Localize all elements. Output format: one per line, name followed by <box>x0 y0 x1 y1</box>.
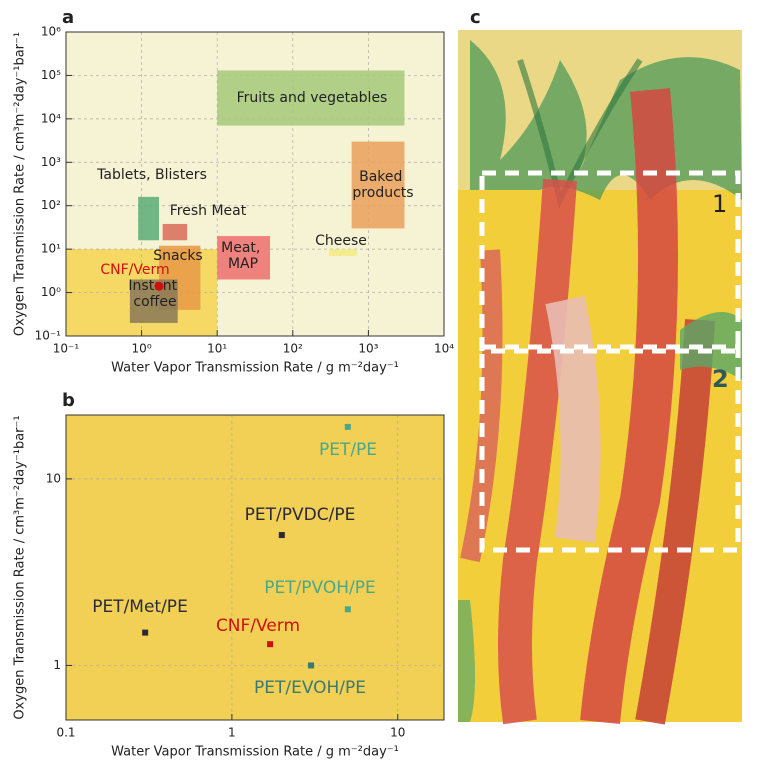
point <box>344 606 351 613</box>
x-tick-label: 1 <box>228 726 236 740</box>
point <box>278 532 285 539</box>
plot-content <box>66 415 444 720</box>
y-tick-label: 10⁻¹ <box>35 329 62 343</box>
panel-letter: c <box>470 7 481 28</box>
panel-letter: a <box>62 7 74 28</box>
y-axis-label: Oxygen Transmission Rate / cm³m⁻²day⁻¹ba… <box>13 415 28 719</box>
point-label: CNF/Verm <box>100 262 169 278</box>
region-label: Snacks <box>153 248 202 264</box>
region <box>129 279 178 323</box>
x-tick-label: 0.1 <box>56 726 75 740</box>
label-line: Baked <box>359 169 407 185</box>
point-label: CNF/Verm <box>216 616 300 636</box>
point <box>344 423 351 430</box>
y-tick-label: 10 <box>46 471 61 485</box>
y-tick-label: 1 <box>53 658 61 672</box>
x-tick-label: 10 <box>390 726 405 740</box>
region-label: Cheese <box>315 233 367 249</box>
point-label: PET/PE <box>319 440 377 460</box>
plot-frame <box>65 414 445 721</box>
x-tick-label: 10⁴ <box>434 342 454 356</box>
label-line: products <box>352 185 413 201</box>
region <box>351 141 405 229</box>
x-axis-label: Water Vapor Transmission Rate / g m⁻²day… <box>111 361 399 376</box>
point <box>267 641 274 648</box>
plot-content <box>66 32 444 336</box>
label-line: MAP <box>228 256 258 272</box>
x-tick-label: 10⁻¹ <box>53 342 80 356</box>
region-label: Instant coffee <box>128 278 181 310</box>
region <box>217 70 405 126</box>
region-label: Fresh Meat <box>170 203 247 219</box>
region <box>328 249 357 256</box>
region <box>217 236 271 280</box>
label-line: Meat, <box>221 240 265 256</box>
panel-letter: b <box>62 390 75 411</box>
label-line: coffee <box>133 294 176 310</box>
region-label: Baked products <box>352 169 413 201</box>
region-label: Tablets, Blisters <box>96 167 207 183</box>
x-tick-label: 10⁰ <box>132 342 152 356</box>
x-axis-label: Water Vapor Transmission Rate / g m⁻²day… <box>111 745 399 760</box>
y-tick-label: 10³ <box>41 155 61 169</box>
point-label: PET/Met/PE <box>92 597 188 617</box>
y-tick-label: 10⁵ <box>41 68 61 82</box>
y-tick-label: 10⁰ <box>41 285 61 299</box>
region <box>138 196 160 241</box>
x-tick-label: 10¹ <box>207 342 227 356</box>
x-tick-label: 10² <box>283 342 303 356</box>
y-tick-label: 10² <box>41 198 61 212</box>
point <box>154 281 164 291</box>
y-tick-label: 10⁴ <box>41 111 61 125</box>
y-axis-label: Oxygen Transmission Rate / cm³m⁻²day⁻¹ba… <box>13 32 28 336</box>
x-tick-label: 10³ <box>358 342 378 356</box>
plot-frame <box>65 31 445 337</box>
point <box>308 662 315 669</box>
painting <box>458 30 742 725</box>
y-tick-label: 10⁶ <box>41 25 61 39</box>
region-label: Fruits and vegetables <box>237 90 388 106</box>
point <box>142 629 149 636</box>
box-label: 2 <box>712 365 729 393</box>
box-label: 1 <box>712 190 727 218</box>
region <box>162 223 188 241</box>
point-label: PET/PVOH/PE <box>264 578 376 598</box>
region-label: Meat, MAP <box>221 240 265 272</box>
point-label: PET/EVOH/PE <box>254 678 366 698</box>
y-tick-label: 10¹ <box>41 242 61 256</box>
point-label: PET/PVDC/PE <box>245 505 356 525</box>
plot-area <box>66 415 444 720</box>
